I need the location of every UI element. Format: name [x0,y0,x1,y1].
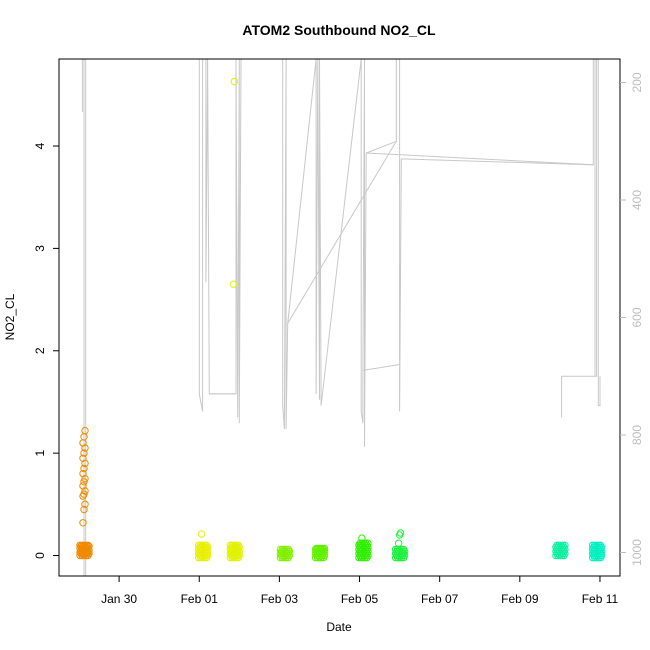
outlier-point [81,500,89,508]
point [399,545,408,554]
point [80,541,88,549]
x-tick-label-3: Feb 05 [341,592,379,606]
y-axis-label: NO2_CL [3,293,17,340]
point [82,541,90,549]
trace-segment-4 [561,375,595,418]
point [596,541,605,549]
outlier-point [81,459,89,468]
point [397,545,406,554]
outlier-point [394,539,403,547]
y2-tick-label-2: 600 [630,307,644,327]
point [284,545,293,554]
cluster-5 [355,534,372,562]
point [232,541,241,549]
x-axis-label: Date [326,620,352,634]
outlier-point [80,449,88,457]
point [364,539,372,547]
trace-segment-2 [362,364,400,371]
x-tick-label-2: Feb 03 [261,592,299,606]
outlier-point [197,530,206,538]
point [85,542,93,550]
point [559,541,567,549]
point [202,541,211,549]
y-tick-label-4: 4 [33,142,47,149]
cluster-1 [194,530,212,562]
point [594,541,603,549]
y2-tick-label-1: 400 [630,190,644,210]
point [592,541,601,549]
y2-tick-label-0: 200 [630,72,644,92]
x-tick-label-6: Feb 11 [582,592,619,606]
point [320,544,329,553]
outlier-point [81,487,89,495]
point [362,539,370,547]
point [280,545,289,554]
outlier-point [229,280,238,288]
y-tick-label-2: 2 [33,347,47,354]
trace-segment-3 [366,152,594,166]
point [317,545,326,554]
point [360,539,368,547]
point [230,541,239,549]
outlier-point [358,534,366,542]
outlier-point [396,529,405,537]
outlier-point [80,478,88,486]
y2-tick-label-4: 1000 [630,539,644,566]
point [557,541,565,549]
outlier-point [81,475,89,483]
point [81,542,89,550]
outlier-point [80,505,88,514]
point [318,544,327,553]
trace-segment-1 [287,141,397,324]
x-tick-label-5: Feb 09 [501,592,539,606]
cluster-0 [76,426,93,560]
point [198,541,207,549]
x-tick-label-4: Feb 07 [421,592,459,606]
outlier-point [81,444,89,452]
cluster-3 [276,545,294,562]
point [319,545,328,554]
outlier-point [79,482,87,490]
point [200,541,209,549]
point [234,541,243,549]
x-tick-label-0: Jan 30 [101,592,137,606]
y-axis-right: 200 400 600 800 1000 [620,72,644,566]
x-tick-label-1: Feb 01 [181,592,219,606]
point [316,544,325,553]
outlier-point [79,469,87,478]
point [561,541,569,549]
y-axis-left: 0 1 2 3 4 [33,142,59,559]
point [282,545,291,554]
outlier-point [79,519,87,527]
cluster-2 [226,77,244,562]
outlier-point [80,464,88,473]
x-axis: Jan 30 Feb 01 Feb 03 Feb 05 Feb 07 Feb 09 Feb … [101,576,619,606]
point [83,542,91,550]
outlier-point [230,77,239,86]
scatter-points [76,77,606,562]
y-tick-label-1: 1 [33,449,47,456]
cluster-4 [311,544,329,562]
cluster-8 [588,541,606,562]
point [84,541,92,549]
y-tick-label-3: 3 [33,245,47,252]
plot-frame [58,58,621,577]
outlier-point [79,454,87,462]
secondary-trace [81,58,601,577]
trace-line-main [81,58,601,577]
y-tick-label-0: 0 [33,552,47,559]
point [315,545,324,554]
cluster-6 [391,529,409,562]
y2-tick-label-3: 800 [630,425,644,445]
outlier-point [80,490,88,498]
chart-title: ATOM2 Southbound NO2_CL [242,22,436,38]
cluster-7 [552,541,569,560]
outlier-point [81,426,89,435]
